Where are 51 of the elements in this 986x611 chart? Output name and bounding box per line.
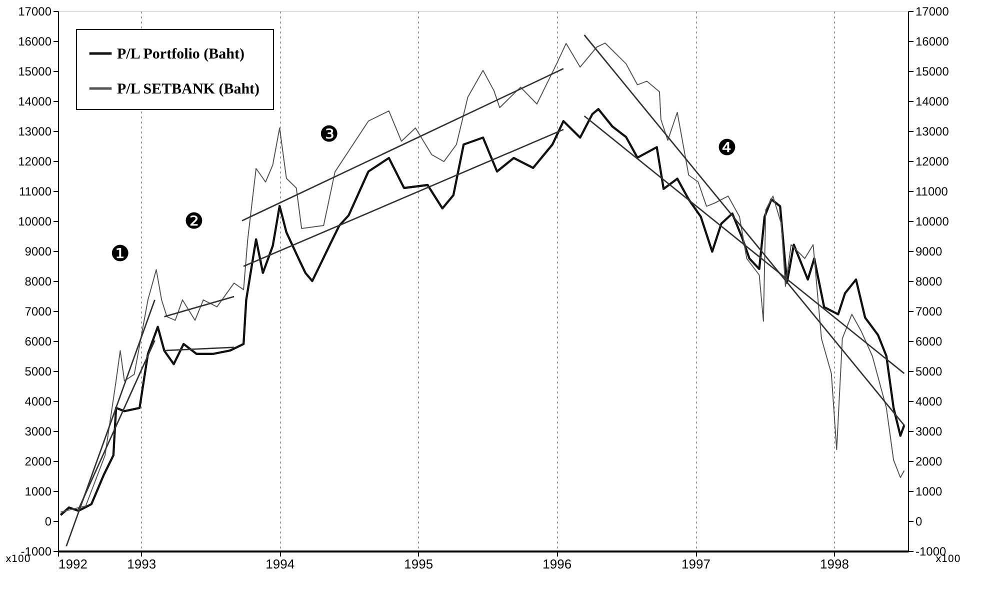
annotation: ❷ [184, 210, 204, 235]
y-tick-label: 9000 [24, 244, 52, 258]
y-tick-label: 16000 [18, 34, 52, 48]
x-tick-label: 1994 [266, 556, 295, 572]
y2-tick-label: 13000 [916, 124, 950, 138]
x-tick-label: 1993 [127, 556, 156, 572]
y2-tick-label: 5000 [916, 364, 943, 378]
y-tick-label: 11000 [19, 184, 52, 198]
y-tick-label: 6000 [24, 334, 52, 348]
y-tick-label: 13000 [18, 124, 52, 138]
y-tick-label: 3000 [24, 424, 52, 438]
y2-tick-label: 9000 [916, 244, 943, 258]
x-tick-label: 1997 [682, 556, 710, 572]
x-tick-label: 1992 [58, 556, 88, 572]
annotation: ❶ [110, 242, 130, 267]
y-tick-label: 2000 [24, 454, 52, 468]
y2-tick-label: 0 [916, 514, 922, 528]
y-tick-label: 12000 [18, 154, 52, 168]
y-tick-label: 7000 [24, 304, 52, 318]
y2-tick-label: 7000 [916, 304, 943, 318]
y2-tick-label: 6000 [916, 334, 943, 348]
text: x100 [935, 554, 961, 565]
x-tick-label: 1996 [542, 556, 572, 572]
y-tick-label: 15000 [18, 64, 52, 78]
y-tick-label: 0 [44, 514, 52, 528]
y2-tick-label: 8000 [916, 274, 943, 288]
y-tick-label: 5000 [24, 364, 52, 378]
y2-tick-label: 3000 [916, 424, 943, 438]
x-tick-label: 1995 [404, 556, 434, 572]
y-tick-label: 10000 [18, 214, 52, 228]
x-tick-label: 1998 [820, 556, 849, 572]
y2-tick-label: 4000 [916, 394, 943, 408]
legend-label: P/L SETBANK (Baht) [117, 82, 260, 98]
legend-label: P/L Portfolio (Baht) [117, 46, 244, 62]
y-tick-label: 8000 [24, 274, 52, 288]
y2-tick-label: 16000 [916, 34, 950, 48]
y2-tick-label: 2000 [916, 454, 943, 468]
y2-tick-label: 15000 [916, 64, 950, 78]
y2-tick-label: 10000 [916, 214, 950, 228]
y2-tick-label: 1000 [916, 484, 943, 498]
y2-tick-label: 14000 [916, 94, 950, 108]
y2-tick-label: 12000 [916, 154, 950, 168]
y2-tick-label: 17000 [916, 4, 950, 18]
y-tick-label: 17000 [18, 4, 52, 18]
annotation: ❹ [717, 136, 737, 162]
annotation: ❸ [319, 122, 340, 148]
y-tick-label: 1000 [24, 484, 52, 498]
y-tick-label: 4000 [24, 394, 52, 408]
text: x100 [5, 554, 31, 565]
y2-tick-label: 11000 [916, 184, 948, 198]
y-tick-label: 14000 [18, 94, 52, 108]
